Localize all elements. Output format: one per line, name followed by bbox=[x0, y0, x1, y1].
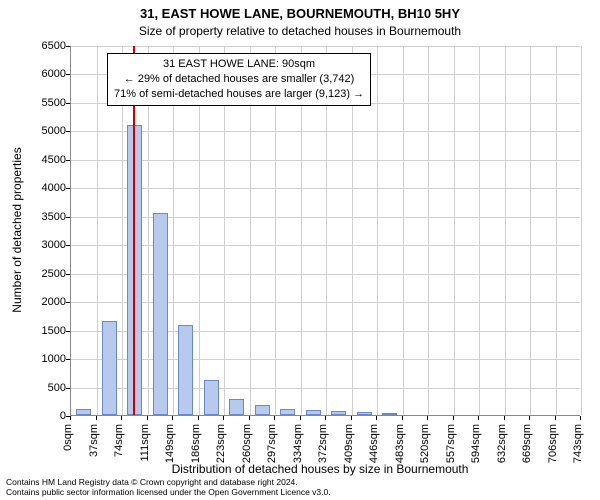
ytick-mark bbox=[66, 188, 70, 189]
bar bbox=[382, 413, 397, 415]
xtick-mark bbox=[70, 416, 71, 420]
ytick-mark bbox=[66, 131, 70, 132]
bar bbox=[76, 409, 91, 415]
ytick-label: 5500 bbox=[26, 97, 66, 109]
ytick-mark bbox=[66, 331, 70, 332]
annotation-line-3: 71% of semi-detached houses are larger (… bbox=[114, 87, 364, 102]
xtick-mark bbox=[478, 416, 479, 420]
xtick-mark bbox=[453, 416, 454, 420]
gridline-v bbox=[581, 46, 582, 415]
bar bbox=[306, 410, 321, 415]
xtick-mark bbox=[555, 416, 556, 420]
ytick-label: 3500 bbox=[26, 211, 66, 223]
bar bbox=[280, 409, 295, 415]
xtick-mark bbox=[300, 416, 301, 420]
xtick-mark bbox=[274, 416, 275, 420]
bar bbox=[204, 380, 219, 415]
ytick-mark bbox=[66, 388, 70, 389]
gridline-v bbox=[428, 46, 429, 415]
footer-line-2: Contains public sector information licen… bbox=[6, 488, 331, 498]
ytick-label: 6000 bbox=[26, 68, 66, 80]
footer: Contains HM Land Registry data © Crown c… bbox=[6, 478, 331, 498]
xtick-mark bbox=[427, 416, 428, 420]
ytick-mark bbox=[66, 74, 70, 75]
xtick-mark bbox=[351, 416, 352, 420]
xtick-mark bbox=[172, 416, 173, 420]
bar bbox=[153, 213, 168, 415]
xtick-mark bbox=[223, 416, 224, 420]
ytick-label: 1500 bbox=[26, 325, 66, 337]
xtick-mark bbox=[121, 416, 122, 420]
ytick-mark bbox=[66, 302, 70, 303]
gridline-v bbox=[97, 46, 98, 415]
ytick-mark bbox=[66, 359, 70, 360]
xtick-mark bbox=[147, 416, 148, 420]
gridline-v bbox=[479, 46, 480, 415]
ytick-label: 5000 bbox=[26, 125, 66, 137]
ytick-label: 500 bbox=[26, 382, 66, 394]
chart-container: 31, EAST HOWE LANE, BOURNEMOUTH, BH10 5H… bbox=[0, 0, 600, 500]
ytick-label: 1000 bbox=[26, 353, 66, 365]
y-axis-label: Number of detached properties bbox=[10, 147, 24, 312]
gridline-v bbox=[530, 46, 531, 415]
gridline-v bbox=[505, 46, 506, 415]
gridline-v bbox=[454, 46, 455, 415]
xtick-mark bbox=[402, 416, 403, 420]
ytick-mark bbox=[66, 103, 70, 104]
bar bbox=[178, 325, 193, 415]
ytick-mark bbox=[66, 217, 70, 218]
gridline-v bbox=[377, 46, 378, 415]
bar bbox=[255, 405, 270, 415]
xtick-mark bbox=[249, 416, 250, 420]
ytick-label: 4500 bbox=[26, 154, 66, 166]
xtick-mark bbox=[96, 416, 97, 420]
bar bbox=[229, 399, 244, 415]
chart-title: 31, EAST HOWE LANE, BOURNEMOUTH, BH10 5H… bbox=[0, 6, 600, 21]
xtick-mark bbox=[504, 416, 505, 420]
xtick-mark bbox=[529, 416, 530, 420]
annotation-line-2: ← 29% of detached houses are smaller (3,… bbox=[114, 72, 364, 87]
ytick-mark bbox=[66, 160, 70, 161]
annotation-line-1: 31 EAST HOWE LANE: 90sqm bbox=[114, 57, 364, 72]
ytick-label: 4000 bbox=[26, 182, 66, 194]
ytick-label: 2500 bbox=[26, 268, 66, 280]
chart-subtitle: Size of property relative to detached ho… bbox=[0, 24, 600, 38]
bar bbox=[127, 125, 142, 415]
xtick-mark bbox=[376, 416, 377, 420]
bar bbox=[357, 412, 372, 415]
xtick-mark bbox=[580, 416, 581, 420]
xtick-mark bbox=[325, 416, 326, 420]
x-axis-label: Distribution of detached houses by size … bbox=[0, 462, 600, 476]
ytick-mark bbox=[66, 245, 70, 246]
ytick-label: 0 bbox=[26, 410, 66, 422]
bar bbox=[102, 321, 117, 415]
annotation-box: 31 EAST HOWE LANE: 90sqm ← 29% of detach… bbox=[107, 53, 371, 106]
xtick-mark bbox=[198, 416, 199, 420]
ytick-mark bbox=[66, 274, 70, 275]
gridline-v bbox=[556, 46, 557, 415]
ytick-label: 3000 bbox=[26, 239, 66, 251]
ytick-label: 2000 bbox=[26, 296, 66, 308]
bar bbox=[331, 411, 346, 415]
ytick-mark bbox=[66, 46, 70, 47]
ytick-label: 6500 bbox=[26, 40, 66, 52]
gridline-v bbox=[403, 46, 404, 415]
